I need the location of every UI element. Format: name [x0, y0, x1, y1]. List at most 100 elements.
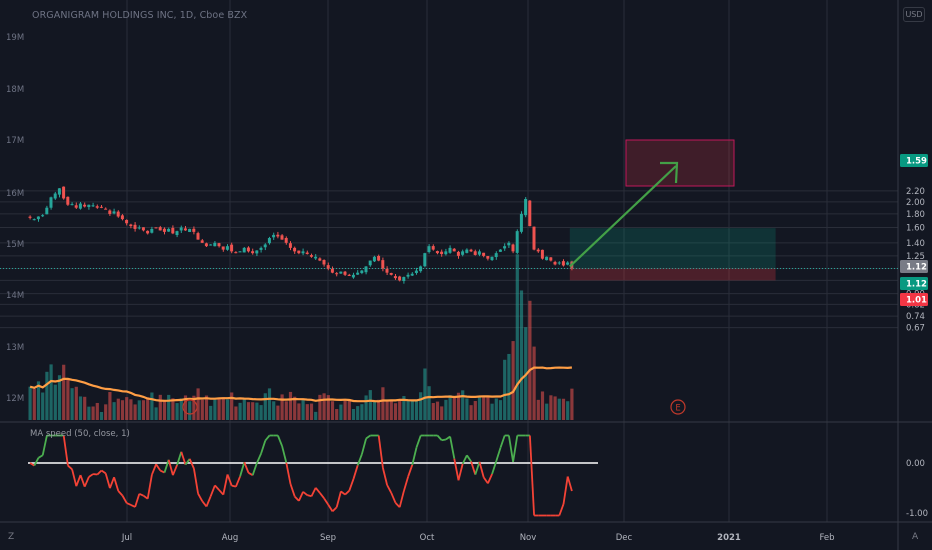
volume-bar: [347, 399, 351, 420]
candle-body: [545, 256, 549, 261]
candle-body: [230, 244, 234, 252]
volume-tick-label: 17M: [6, 136, 24, 146]
candle-body: [419, 266, 423, 272]
candle-body: [553, 261, 557, 265]
volume-bar: [32, 388, 36, 420]
indicator-segment: [340, 490, 346, 496]
time-tick-label: Feb: [819, 533, 834, 543]
volume-bar: [498, 400, 503, 420]
volume-bar: [326, 395, 330, 420]
volume-bar: [385, 400, 389, 420]
volume-bar: [238, 402, 242, 420]
earnings-event-marker[interactable]: E: [670, 399, 686, 415]
candle-body: [356, 272, 360, 275]
currency-button[interactable]: USD: [903, 7, 925, 22]
volume-bar: [188, 401, 192, 420]
candle-body: [234, 252, 238, 254]
candle-body: [393, 276, 397, 279]
indicator-segment: [327, 504, 334, 512]
price-tag: [900, 277, 928, 290]
position-tool[interactable]: [569, 139, 776, 281]
volume-bar: [356, 406, 360, 420]
volume-bar: [234, 406, 238, 420]
candle-body: [91, 205, 95, 207]
candle-body: [171, 227, 175, 234]
volume-bar: [452, 397, 456, 420]
candle-body: [435, 251, 439, 254]
candle-body: [158, 227, 162, 231]
volume-bar: [406, 399, 410, 420]
volume-bar: [335, 409, 339, 420]
profit-zone: [569, 228, 776, 269]
volume-bar: [540, 391, 545, 420]
indicator-segment: [104, 473, 111, 489]
indicator-segment: [361, 438, 367, 455]
indicator-segment: [100, 469, 107, 475]
price-axis[interactable]: 2.202.001.801.601.401.251.121.010.900.82…: [6, 33, 928, 519]
indicator-segment: [466, 454, 472, 462]
volume-bar: [444, 399, 448, 420]
indicator-label[interactable]: MA speed (50, close, 1): [30, 429, 130, 439]
time-tick-label: Aug: [222, 533, 239, 543]
candle-body: [293, 247, 297, 252]
volume-bar: [95, 402, 99, 420]
indicator-segment: [478, 461, 485, 478]
candle-body: [133, 224, 137, 229]
volume-bar: [251, 402, 255, 420]
indicator-segment: [495, 447, 502, 462]
candle-body: [536, 249, 540, 252]
volume-bar: [318, 394, 322, 420]
candle-body: [561, 261, 565, 266]
volume-bar: [427, 386, 431, 420]
indicator-segment: [307, 494, 312, 498]
volume-tick-label: 13M: [6, 343, 24, 353]
volume-bar: [360, 404, 364, 420]
indicator-segment: [436, 434, 443, 441]
indicator-segment: [298, 491, 304, 502]
candle-body: [511, 244, 515, 252]
zoom-reset-button[interactable]: Z: [8, 532, 15, 542]
candle-body: [242, 247, 246, 253]
indicator-segment: [289, 483, 296, 497]
earnings-event-marker-past[interactable]: [182, 399, 198, 415]
auto-scale-button[interactable]: A: [912, 532, 919, 542]
volume-bar: [515, 254, 519, 420]
indicator-segment: [390, 492, 397, 504]
price-tag-label: 1.12: [906, 263, 927, 273]
volume-tick-label: 15M: [6, 240, 24, 250]
volume-bar: [528, 300, 532, 420]
volume-bar: [280, 394, 284, 420]
volume-bar: [477, 395, 482, 420]
candle-body: [368, 260, 372, 266]
candle-body: [146, 230, 150, 234]
volume-bar: [78, 396, 83, 420]
indicator-segment: [285, 462, 292, 485]
candle-body: [150, 228, 154, 233]
candle-body: [53, 193, 57, 199]
indicator-segment: [172, 464, 178, 476]
volume-bar: [486, 396, 490, 420]
indicator-segment: [67, 464, 73, 470]
candle-body: [532, 226, 536, 250]
candle-body: [217, 243, 221, 247]
candle-body: [272, 234, 276, 238]
price-tick-label: 0.74: [906, 312, 925, 322]
volume-tick-label: 18M: [6, 85, 24, 95]
volume-bar: [330, 401, 335, 420]
candle-body: [498, 249, 502, 252]
indicator-segment: [407, 464, 414, 478]
candle-body: [225, 246, 229, 250]
time-axis[interactable]: Jul Aug Sep Oct Nov Dec 2021 Feb: [121, 533, 835, 543]
volume-bar: [372, 400, 377, 420]
candle-body: [503, 246, 507, 249]
time-tick-label: Dec: [616, 533, 633, 543]
indicator-segment: [138, 493, 144, 497]
volume-bar: [70, 388, 74, 420]
candle-body: [179, 227, 183, 231]
candle-body: [32, 219, 36, 221]
candle-body: [318, 258, 322, 261]
price-tick-label: 1.40: [906, 239, 925, 249]
volume-bar: [465, 398, 469, 420]
indicator-segment: [205, 495, 212, 507]
